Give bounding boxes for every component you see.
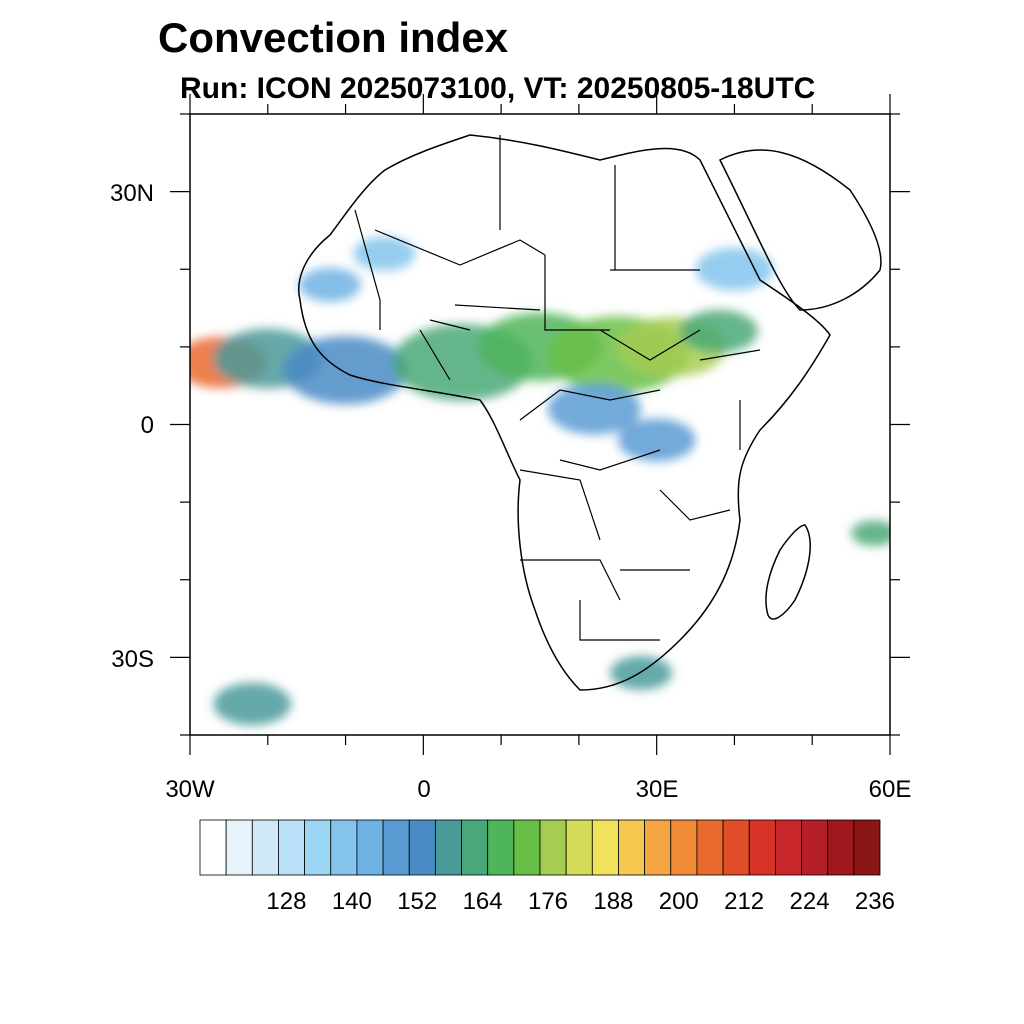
colorbar-label: 140 <box>331 888 372 915</box>
x-tick-label: 0 <box>417 776 431 803</box>
colorbar <box>199 819 881 876</box>
colorbar-swatch <box>251 819 279 876</box>
colorbar-swatch <box>330 819 358 876</box>
colorbar-swatch <box>774 819 802 876</box>
plot-background <box>190 114 890 735</box>
y-tick-label: 30N <box>109 180 154 207</box>
convection-cell <box>547 383 642 435</box>
colorbar-swatch <box>408 819 436 876</box>
madagascar-coastline <box>765 524 811 620</box>
map-title: Convection index <box>158 14 509 61</box>
africa-coastline <box>298 134 831 691</box>
arabia-coastline <box>718 149 882 311</box>
colorbar-swatch <box>356 819 384 876</box>
convection-cell <box>680 310 758 353</box>
convection-cell <box>610 655 673 690</box>
colorbar-swatch <box>696 819 724 876</box>
colorbar-swatch <box>801 819 829 876</box>
map-subtitle: Run: ICON 2025073100, VT: 20250805-18UTC <box>180 72 816 105</box>
x-tick-label: 30W <box>165 776 215 803</box>
convection-cell <box>213 682 292 726</box>
convection-cell <box>617 418 696 462</box>
colorbar-swatch <box>199 819 227 876</box>
axis-ticks <box>170 94 910 755</box>
colorbar-swatch <box>618 819 646 876</box>
colorbar-label: 128 <box>266 888 307 915</box>
colorbar-swatch <box>304 819 332 876</box>
colorbar-swatch <box>565 819 593 876</box>
colorbar-swatch <box>225 819 253 876</box>
convection-cell <box>298 267 362 302</box>
colorbar-swatch <box>748 819 776 876</box>
colorbar-label: 164 <box>462 888 503 915</box>
colorbar-swatch <box>591 819 619 876</box>
colorbar-swatch <box>434 819 462 876</box>
colorbar-swatch <box>853 819 881 876</box>
coastlines-and-borders <box>298 134 882 691</box>
colorbar-label: 224 <box>789 888 830 915</box>
colorbar-label: 212 <box>724 888 765 915</box>
convection-cell <box>353 236 416 271</box>
colorbar-swatch <box>461 819 489 876</box>
convection-cell <box>283 336 408 405</box>
x-tick-label: 30E <box>635 776 679 803</box>
x-tick-label: 60E <box>868 776 912 803</box>
colorbar-label: 188 <box>593 888 634 915</box>
colorbar-swatch <box>487 819 515 876</box>
colorbar-swatch <box>382 819 410 876</box>
colorbar-swatch <box>513 819 541 876</box>
colorbar-label: 176 <box>527 888 569 915</box>
colorbar-swatch <box>539 819 567 876</box>
colorbar-swatch <box>278 819 306 876</box>
colorbar-swatch <box>722 819 750 876</box>
national-borders <box>354 135 761 641</box>
colorbar-label: 152 <box>397 888 438 915</box>
colorbar-swatch <box>644 819 672 876</box>
colorbar-label: 200 <box>658 888 699 915</box>
convection-cell <box>851 520 890 546</box>
colorbar-swatch <box>670 819 698 876</box>
colorbar-label: 236 <box>854 888 895 915</box>
y-tick-label: 30S <box>111 646 154 673</box>
y-tick-label: 0 <box>140 412 154 439</box>
colorbar-swatch <box>827 819 855 876</box>
convection-cell <box>695 247 774 291</box>
